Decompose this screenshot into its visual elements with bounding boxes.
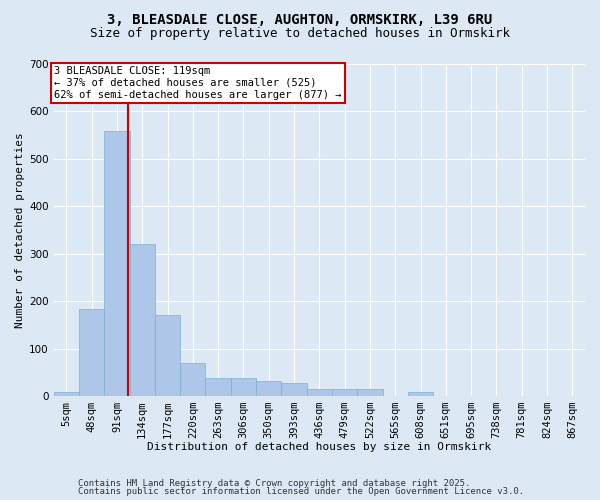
Text: Contains public sector information licensed under the Open Government Licence v3: Contains public sector information licen… [78, 487, 524, 496]
Bar [332, 389, 357, 396]
Text: 3 BLEASDALE CLOSE: 119sqm
← 37% of detached houses are smaller (525)
62% of semi: 3 BLEASDALE CLOSE: 119sqm ← 37% of detac… [54, 66, 341, 100]
Bar [53, 392, 79, 396]
Bar [104, 132, 130, 396]
Bar [231, 378, 256, 396]
Bar [205, 378, 231, 396]
Bar [281, 382, 307, 396]
Bar [130, 244, 155, 396]
Text: Contains HM Land Registry data © Crown copyright and database right 2025.: Contains HM Land Registry data © Crown c… [78, 478, 470, 488]
Bar [256, 381, 281, 396]
Text: Size of property relative to detached houses in Ormskirk: Size of property relative to detached ho… [90, 28, 510, 40]
Bar [155, 316, 180, 396]
Y-axis label: Number of detached properties: Number of detached properties [15, 132, 25, 328]
Bar [79, 309, 104, 396]
Bar [357, 389, 383, 396]
Bar [180, 363, 205, 396]
Text: 3, BLEASDALE CLOSE, AUGHTON, ORMSKIRK, L39 6RU: 3, BLEASDALE CLOSE, AUGHTON, ORMSKIRK, L… [107, 12, 493, 26]
Bar [307, 389, 332, 396]
Bar [408, 392, 433, 396]
X-axis label: Distribution of detached houses by size in Ormskirk: Distribution of detached houses by size … [147, 442, 491, 452]
